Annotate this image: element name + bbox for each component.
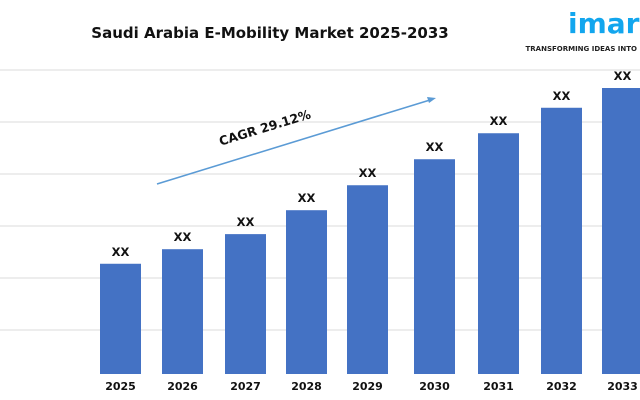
bar-2030 [414,159,455,374]
data-label: XX [426,140,444,154]
data-label: XX [490,114,508,128]
bar-2032 [541,107,582,374]
x-tick-label: 2025 [105,380,136,393]
data-label: XX [614,69,632,83]
data-label: XX [112,245,130,259]
x-tick-label: 2030 [419,380,450,393]
x-tick-label: 2031 [483,380,514,393]
data-label: XX [553,89,571,103]
x-tick-label: 2027 [230,380,261,393]
bars: XX 2025 XX 2026 XX 2027 XX 2028 XX 2029 XX 2030 XX 20… [100,69,640,393]
x-tick-label: 2028 [291,380,322,393]
data-label: XX [359,166,377,180]
bar-2033 [602,88,640,374]
bar-2026 [162,249,203,374]
data-label: XX [298,191,316,205]
arrow-head-icon [427,97,436,103]
chart-title: Saudi Arabia E-Mobility Market 2025-2033 [91,24,448,42]
logo-text: imar [568,7,640,40]
bar-2025 [100,263,141,374]
bar-2027 [225,234,266,374]
logo: imar TRANSFORMING IDEAS INTO [526,7,640,53]
logo-tagline: TRANSFORMING IDEAS INTO [526,45,638,53]
cagr-label: CAGR 29.12% [217,106,313,148]
cagr-arrow [156,99,431,185]
bar-2031 [478,133,519,374]
cagr-annotation: CAGR 29.12% [156,97,436,185]
data-label: XX [174,230,192,244]
x-tick-label: 2029 [352,380,383,393]
bar-2028 [286,210,327,374]
bar-2029 [347,185,388,374]
x-tick-label: 2033 [607,380,638,393]
x-tick-label: 2026 [167,380,198,393]
x-tick-label: 2032 [546,380,577,393]
data-label: XX [237,215,255,229]
